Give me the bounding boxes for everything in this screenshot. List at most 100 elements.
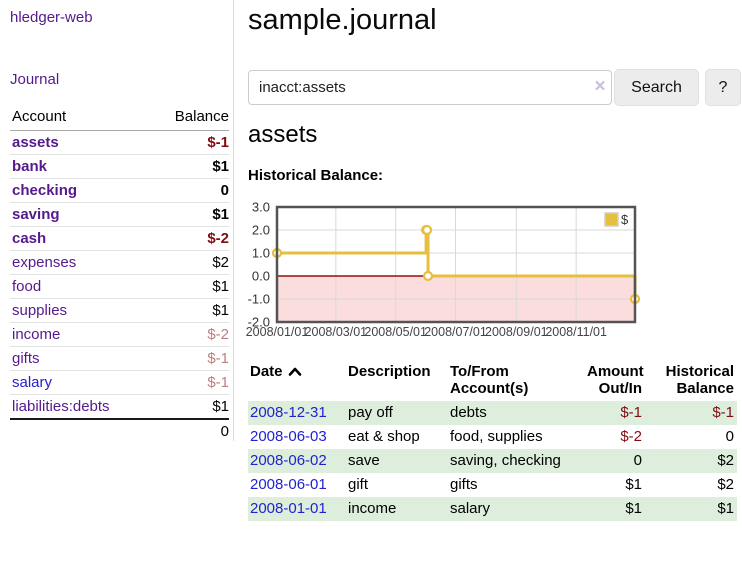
accounts-total: 0 (149, 418, 229, 443)
register-row: 2008-01-01 income salary $1 $1 (248, 497, 737, 521)
balance-chart[interactable]: $2008/01/01 2008/03/01 2008/05/01 2008/07/0… (244, 200, 742, 345)
accounts-table: Account Balance assets $-1 bank $1 checking 0… (10, 104, 229, 443)
transaction-amount: 0 (633, 452, 642, 469)
transaction-accounts: gifts (450, 476, 478, 493)
transaction-accounts: salary (450, 500, 491, 517)
account-balance: $1 (149, 394, 229, 420)
svg-text:0.0: 0.0 (252, 269, 270, 284)
account-balance: $2 (149, 250, 229, 275)
transaction-description: income (348, 500, 397, 517)
svg-text:1.0: 1.0 (252, 246, 270, 261)
svg-text:2008/09/01: 2008/09/01 (485, 325, 548, 339)
account-row: liabilities:debts $1 (10, 394, 229, 420)
transaction-balance: $-1 (712, 404, 734, 421)
svg-text:-2.0: -2.0 (248, 315, 270, 330)
transaction-description: save (348, 452, 380, 469)
account-balance: $-1 (149, 370, 229, 395)
account-link[interactable]: gifts (12, 350, 40, 367)
accounts-header-account: Account (10, 104, 150, 131)
register-header-description: Description (348, 363, 431, 380)
transaction-amount: $-1 (620, 404, 642, 421)
page-title: sample.journal (248, 4, 437, 36)
accounts-total-row: 0 (10, 418, 229, 443)
search-button[interactable]: Search (614, 69, 699, 106)
clear-search-icon[interactable]: × (594, 76, 606, 97)
svg-text:-1.0: -1.0 (248, 292, 270, 307)
transaction-balance: 0 (725, 428, 734, 445)
account-row: salary $-1 (10, 370, 229, 395)
accounts-header-balance: Balance (149, 104, 229, 131)
account-row: checking 0 (10, 178, 229, 203)
account-row: expenses $2 (10, 250, 229, 275)
transaction-description: eat & shop (348, 428, 420, 445)
account-row: supplies $1 (10, 298, 229, 323)
account-link[interactable]: income (12, 326, 61, 343)
transaction-amount: $-2 (620, 428, 642, 445)
register-row: 2008-06-03 eat & shop food, supplies $-2 0 (248, 425, 737, 449)
search-form: × Search ? (248, 69, 742, 107)
sidebar: hledger-web Journal Account Balance asse… (0, 0, 234, 443)
register-row: 2008-12-31 pay off debts $-1 $-1 (248, 401, 737, 425)
transaction-date-link[interactable]: 2008-06-02 (250, 452, 327, 469)
register-header-amount: Amount Out/In (587, 363, 644, 397)
transaction-amount: $1 (625, 476, 642, 493)
account-row: assets $-1 (10, 130, 229, 155)
transaction-description: gift (348, 476, 369, 493)
svg-text:$: $ (621, 212, 629, 227)
transaction-accounts: saving, checking (450, 452, 561, 469)
account-row: cash $-2 (10, 226, 229, 251)
account-balance: $-2 (149, 322, 229, 347)
account-link[interactable]: expenses (12, 254, 77, 271)
account-link[interactable]: bank (12, 158, 48, 175)
account-balance: $-2 (149, 226, 229, 251)
app-brand-link[interactable]: hledger-web (10, 9, 93, 26)
account-balance: 0 (149, 178, 229, 203)
account-row: income $-2 (10, 322, 229, 347)
transaction-date-link[interactable]: 2008-01-01 (250, 500, 327, 517)
transaction-date-link[interactable]: 2008-06-03 (250, 428, 327, 445)
account-link[interactable]: salary (12, 374, 53, 391)
sort-ascending-icon (288, 364, 302, 381)
transaction-accounts: debts (450, 404, 487, 421)
register-header-date[interactable]: Date (248, 360, 346, 401)
account-link[interactable]: liabilities:debts (12, 398, 110, 415)
transaction-balance: $1 (717, 500, 734, 517)
svg-text:2008/11/01: 2008/11/01 (545, 325, 607, 339)
transaction-date-link[interactable]: 2008-06-01 (250, 476, 327, 493)
historical-balance-label: Historical Balance: (248, 167, 384, 184)
account-heading: assets (248, 121, 318, 148)
account-link[interactable]: food (12, 278, 42, 295)
account-link[interactable]: saving (12, 206, 60, 223)
register-row: 2008-06-01 gift gifts $1 $2 (248, 473, 737, 497)
register-row: 2008-06-02 save saving, checking 0 $2 (248, 449, 737, 473)
register-header-accounts: To/From Account(s) (450, 363, 529, 397)
account-balance: $1 (149, 298, 229, 323)
account-link[interactable]: cash (12, 230, 47, 247)
svg-text:2008/03/01: 2008/03/01 (305, 325, 368, 339)
transaction-balance: $2 (717, 476, 734, 493)
account-link[interactable]: checking (12, 182, 78, 199)
transaction-accounts: food, supplies (450, 428, 543, 445)
account-balance: $-1 (149, 130, 229, 155)
account-balance: $1 (149, 154, 229, 179)
svg-text:2008/01/01: 2008/01/01 (246, 325, 309, 339)
account-balance: $1 (149, 274, 229, 299)
search-input[interactable] (248, 70, 612, 105)
register-table: Date Description To/From Account(s) Amou… (248, 360, 737, 521)
account-link[interactable]: supplies (12, 302, 68, 319)
sidebar-item-journal[interactable]: Journal (10, 71, 60, 88)
account-row: saving $1 (10, 202, 229, 227)
svg-text:3.0: 3.0 (252, 200, 270, 215)
register-header-balance: Historical Balance (665, 363, 734, 397)
account-balance: $1 (149, 202, 229, 227)
account-balance: $-1 (149, 346, 229, 371)
svg-text:2.0: 2.0 (252, 223, 270, 238)
transaction-amount: $1 (625, 500, 642, 517)
account-row: bank $1 (10, 154, 229, 179)
account-row: gifts $-1 (10, 346, 229, 371)
help-button[interactable]: ? (705, 69, 741, 106)
svg-text:2008/07/01: 2008/07/01 (424, 325, 487, 339)
transaction-balance: $2 (717, 452, 734, 469)
account-link[interactable]: assets (12, 134, 59, 151)
transaction-date-link[interactable]: 2008-12-31 (250, 404, 327, 421)
